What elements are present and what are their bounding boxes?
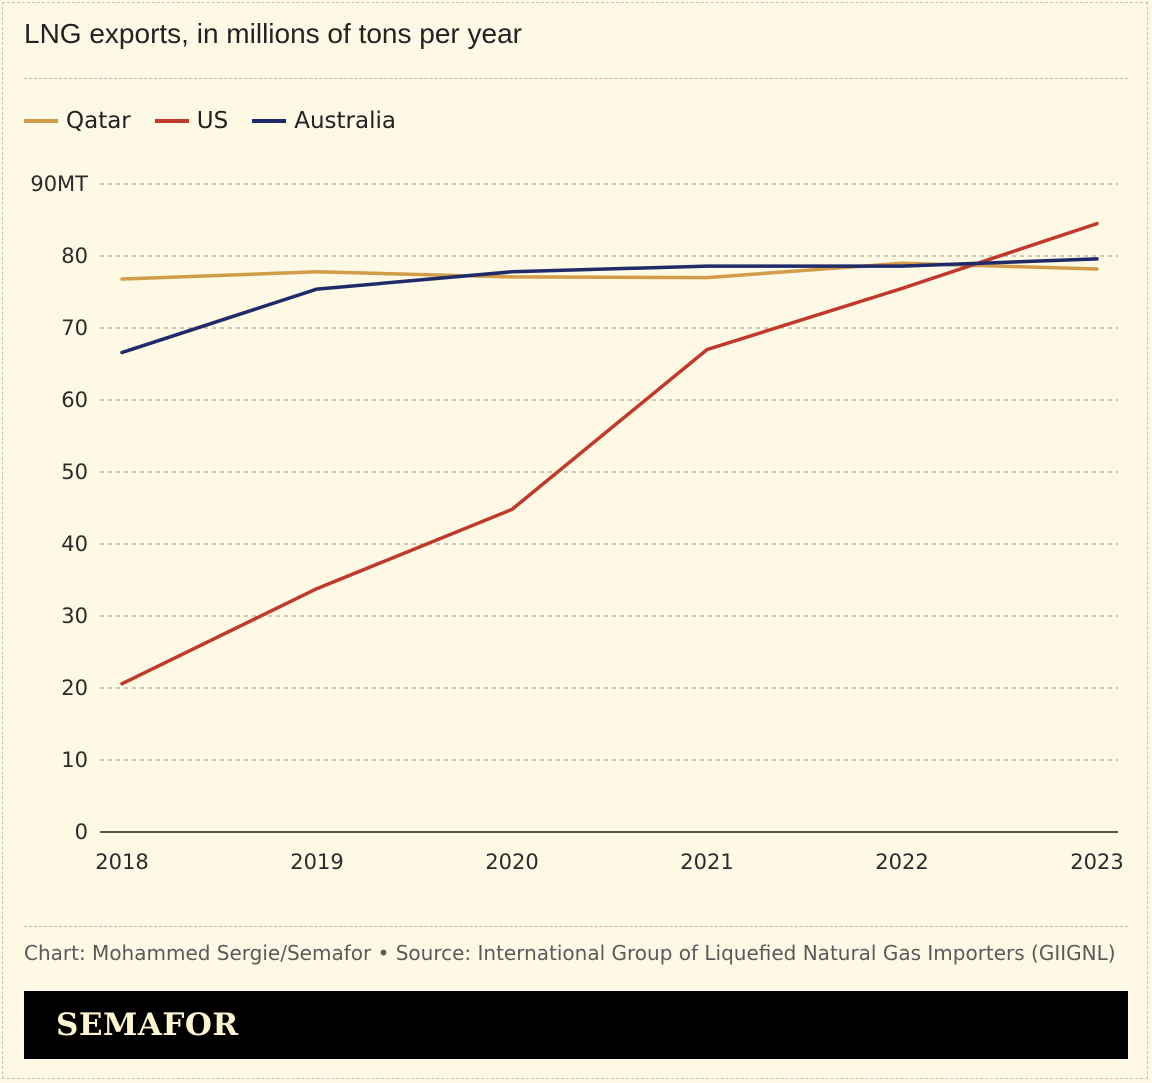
y-tick-label-1: 10 [61,748,88,772]
legend-label-qatar: Qatar [66,108,131,134]
y-tick-label-7: 70 [61,316,88,340]
line-chart: 0 10 20 30 40 50 60 70 80 90MT 2018 2019 2020 2021 202… [30,172,1123,874]
y-tick-label-2: 20 [61,676,88,700]
y-tick-label-6: 60 [61,388,88,412]
x-tick-label-2023: 2023 [1070,850,1123,874]
legend-label-us: US [196,108,229,134]
y-tick-label-8: 80 [61,244,88,268]
brand-bar: SEMAFOR [24,991,1128,1059]
legend-swatch-qatar [24,119,58,123]
source-credit: Chart: Mohammed Sergie/Semafor • Source:… [24,941,1116,965]
legend-swatch-australia [252,119,287,123]
x-tick-label-2020: 2020 [485,850,538,874]
y-tick-label-5: 50 [61,460,88,484]
y-tick-label-4: 40 [61,532,88,556]
x-tick-label-2021: 2021 [680,850,733,874]
y-tick-label-9: 90MT [30,172,88,196]
series-line-australia [120,257,1099,355]
legend-swatch-us [154,119,189,123]
title-divider [24,78,1128,79]
semafor-logo: SEMAFOR [56,1007,239,1043]
x-tick-label-2019: 2019 [290,850,343,874]
footer-divider [24,926,1128,927]
legend-item-qatar: Qatar [24,108,131,134]
legend-item-us: US [154,108,229,134]
legend-label-australia: Australia [294,108,396,134]
legend: Qatar US Australia [24,108,396,134]
y-tick-label-0: 0 [75,820,88,844]
y-tick-label-3: 30 [61,604,88,628]
series-line-us [120,221,1099,686]
x-tick-label-2022: 2022 [875,850,928,874]
legend-item-australia: Australia [252,108,396,134]
chart-title: LNG exports, in millions of tons per yea… [24,18,522,49]
x-tick-label-2018: 2018 [95,850,148,874]
